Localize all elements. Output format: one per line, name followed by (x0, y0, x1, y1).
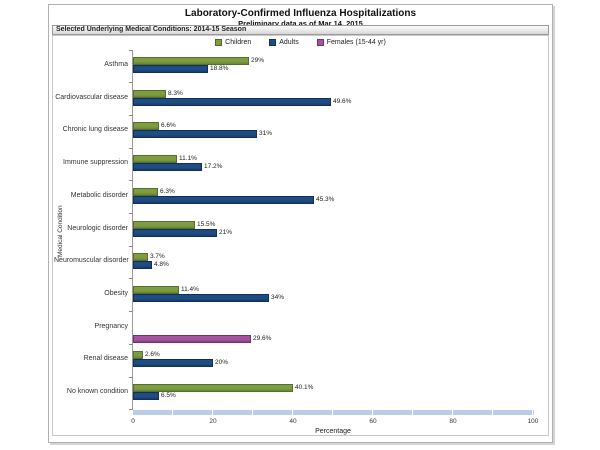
bar-children-obesity (133, 286, 179, 294)
bar-adults-neuromuscular-disorder (133, 261, 152, 269)
value-label-adults-asthma: 18.8% (210, 65, 229, 72)
category-label-pregnancy: Pregnancy (94, 323, 128, 330)
value-label-adults-renal-disease: 20% (215, 359, 229, 366)
legend-label: Children (225, 39, 252, 46)
category-label-obesity: Obesity (104, 290, 128, 297)
value-label-adults-metabolic-disorder: 45.3% (316, 196, 335, 203)
x-tick-label-0: 0 (131, 418, 135, 425)
legend-item-adults: Adults (269, 39, 299, 46)
bar-adults-metabolic-disorder (133, 196, 314, 204)
category-label-no-known-condition: No known condition (66, 388, 128, 395)
x-tick-label-40: 40 (289, 418, 297, 425)
bar-adults-asthma (133, 65, 208, 73)
category-label-chronic-lung-disease: Chronic lung disease (62, 126, 128, 133)
y-axis-tick (129, 213, 133, 214)
legend-swatch-females-15-44-yr (316, 39, 324, 46)
bar-adults-neurologic-disorder (133, 229, 217, 237)
bar-children-neurologic-disorder (133, 221, 195, 229)
category-label-neurologic-disorder: Neurologic disorder (67, 225, 128, 232)
category-label-asthma: Asthma (104, 61, 128, 68)
value-label-children-chronic-lung-disease: 6.6% (161, 122, 176, 129)
y-axis-tick (129, 115, 133, 116)
legend-swatch-children (215, 39, 223, 46)
category-label-immune-suppression: Immune suppression (63, 159, 128, 166)
y-axis-line (132, 50, 133, 410)
value-label-adults-no-known-condition: 6.5% (161, 392, 176, 399)
chart-legend: Children Adults Females (15-44 yr) (53, 38, 548, 47)
value-label-children-immune-suppression: 11.1% (179, 155, 197, 162)
bar-adults-renal-disease (133, 359, 213, 367)
category-label-neuromuscular-disorder: Neuromuscular disorder (54, 257, 129, 264)
value-label-adults-cardiovascular-disease: 49.6% (333, 98, 352, 105)
bar-children-cardiovascular-disease (133, 90, 166, 98)
value-label-children-metabolic-disorder: 6.3% (160, 188, 175, 195)
bar-adults-cardiovascular-disease (133, 98, 331, 106)
legend-swatch-adults (269, 39, 277, 46)
bar-adults-chronic-lung-disease (133, 130, 257, 138)
value-label-adults-obesity: 34% (271, 294, 285, 301)
value-label-adults-neuromuscular-disorder: 4.8% (154, 261, 169, 268)
y-axis-tick (129, 82, 133, 83)
x-tick-label-60: 60 (369, 418, 377, 425)
value-label-children-neuromuscular-disorder: 3.7% (150, 253, 165, 260)
category-label-renal-disease: Renal disease (83, 355, 128, 362)
bar-children-metabolic-disorder (133, 188, 158, 196)
bar-adults-obesity (133, 294, 269, 302)
y-axis-tick (129, 409, 133, 410)
value-label-children-neurologic-disorder: 15.5% (197, 221, 216, 228)
x-tick-label-100: 100 (527, 418, 539, 425)
y-axis-tick (129, 377, 133, 378)
report-page: Laboratory-Confirmed Influenza Hospitali… (48, 4, 553, 443)
y-axis-tick (129, 180, 133, 181)
value-label-females-15-44-yr-pregnancy: 29.6% (253, 335, 272, 342)
legend-item-females-15-44-yr: Females (15-44 yr) (316, 39, 386, 46)
y-axis-tick (129, 344, 133, 345)
x-tick-label-20: 20 (209, 418, 217, 425)
chart-title: Laboratory-Confirmed Influenza Hospitali… (184, 8, 417, 19)
section-header-bar: Selected Underlying Medical Conditions: … (52, 25, 549, 35)
legend-label: Adults (279, 39, 299, 46)
y-axis-tick (129, 50, 133, 51)
legend-item-children: Children (215, 39, 251, 46)
bar-children-chronic-lung-disease (133, 122, 159, 130)
y-axis-tick (129, 148, 133, 149)
value-label-children-renal-disease: 2.6% (145, 351, 160, 358)
bar-children-renal-disease (133, 351, 143, 359)
bar-females-15-44-yr-pregnancy (133, 335, 251, 343)
plot-area: Medical Condition Percentage Asthma 29% 18… (53, 36, 548, 435)
category-label-metabolic-disorder: Metabolic disorder (70, 192, 128, 199)
x-axis-title: Percentage (315, 428, 351, 435)
bar-adults-immune-suppression (133, 163, 202, 171)
bar-adults-no-known-condition (133, 392, 159, 400)
bar-children-no-known-condition (133, 384, 293, 392)
y-axis-tick (129, 311, 133, 312)
value-label-adults-neurologic-disorder: 21% (219, 229, 233, 236)
chart-area: Children Adults Females (15-44 yr) Medical… (52, 35, 549, 436)
bar-children-asthma (133, 57, 249, 65)
legend-label: Females (15-44 yr) (326, 39, 386, 46)
value-label-children-obesity: 11.4% (181, 286, 199, 293)
value-label-children-no-known-condition: 40.1% (295, 384, 314, 391)
y-axis-tick (129, 246, 133, 247)
x-tick-label-80: 80 (449, 418, 457, 425)
bar-children-neuromuscular-disorder (133, 253, 148, 261)
chart-subtitle: Preliminary data as of Mar 14, 2015 (238, 19, 363, 28)
value-label-adults-immune-suppression: 17.2% (204, 163, 223, 170)
value-label-adults-chronic-lung-disease: 31% (259, 130, 273, 137)
value-label-children-cardiovascular-disease: 8.3% (168, 90, 183, 97)
category-label-cardiovascular-disease: Cardiovascular disease (55, 94, 128, 101)
value-label-children-asthma: 29% (251, 57, 265, 64)
y-axis-tick (129, 278, 133, 279)
x-axis-scrollbar[interactable] (133, 410, 534, 415)
bar-children-immune-suppression (133, 155, 177, 163)
